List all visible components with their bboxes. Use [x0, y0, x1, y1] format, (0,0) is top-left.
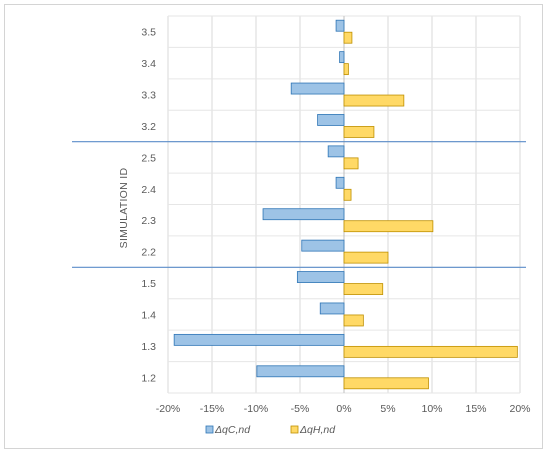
bar-series-2 — [343, 220, 434, 233]
legend-label-series-1: ΔqC,nd — [214, 424, 251, 436]
y-tick-label: 1.5 — [141, 278, 156, 290]
x-tick-label: -15% — [200, 403, 225, 415]
y-tick-label: 2.2 — [141, 247, 156, 259]
bar-series-2 — [343, 283, 384, 295]
y-tick-label: 3.4 — [141, 58, 156, 70]
bars — [173, 19, 518, 390]
bar-series-2 — [343, 377, 429, 390]
bar-series-1 — [327, 145, 345, 158]
bar-chart: 3.5 3.4 3.3 3.2 2.5 2.4 2.3 2.2 1.5 1.4 1.3 1.2 -20… — [72, 15, 531, 436]
x-tick-label: 5% — [380, 403, 395, 415]
bar-series-2 — [343, 126, 375, 138]
x-tick-labels: -20% -15% -10% -5% 0% 5% 10% 15% 20% — [156, 403, 531, 415]
bar-series-2 — [343, 63, 349, 76]
bar-series-2 — [343, 157, 359, 170]
bar-series-1 — [319, 302, 345, 315]
y-tick-label: 1.4 — [141, 309, 156, 321]
group-separators — [72, 141, 526, 268]
legend: ΔqC,nd ΔqH,nd — [205, 424, 336, 436]
x-tick-label: 20% — [509, 403, 530, 415]
bar-series-2 — [343, 345, 518, 358]
x-tick-label: 15% — [465, 403, 486, 415]
y-tick-label: 2.3 — [141, 215, 156, 227]
bar-series-1 — [173, 333, 345, 346]
legend-swatch-series-1 — [205, 425, 214, 434]
bar-series-1 — [296, 271, 345, 283]
x-tick-label: 10% — [421, 403, 442, 415]
legend-swatch-series-2 — [290, 425, 299, 434]
y-tick-label: 1.2 — [141, 372, 156, 384]
bar-series-1 — [335, 176, 345, 189]
y-tick-label: 3.3 — [141, 90, 156, 102]
x-tick-label: -10% — [244, 403, 269, 415]
bar-series-2 — [343, 94, 405, 107]
bar-series-2 — [343, 314, 364, 327]
bar-series-1 — [256, 365, 345, 378]
x-tick-label: -5% — [291, 403, 310, 415]
y-tick-label: 1.3 — [141, 341, 156, 353]
bar-series-1 — [317, 114, 345, 126]
bar-series-1 — [262, 208, 345, 221]
y-tick-labels: 3.5 3.4 3.3 3.2 2.5 2.4 2.3 2.2 1.5 1.4 1.3 1.2 — [141, 27, 156, 385]
legend-label-series-2: ΔqH,nd — [299, 424, 336, 436]
bar-series-1 — [339, 51, 345, 64]
y-axis-title: SIMULATION ID — [118, 168, 130, 249]
y-tick-label: 3.5 — [141, 27, 156, 39]
y-tick-label: 2.4 — [141, 184, 156, 196]
x-tick-label: 0% — [336, 403, 351, 415]
bar-series-1 — [290, 82, 345, 95]
bar-series-2 — [343, 251, 389, 264]
y-tick-label: 2.5 — [141, 152, 156, 164]
bar-series-1 — [335, 19, 345, 32]
chart-frame: 3.5 3.4 3.3 3.2 2.5 2.4 2.3 2.2 1.5 1.4 1.3 1.2 -20… — [4, 4, 543, 449]
bar-series-2 — [343, 31, 353, 44]
x-tick-label: -20% — [156, 403, 181, 415]
y-tick-label: 3.2 — [141, 121, 156, 133]
bar-series-1 — [301, 239, 345, 252]
bar-series-2 — [343, 188, 352, 201]
